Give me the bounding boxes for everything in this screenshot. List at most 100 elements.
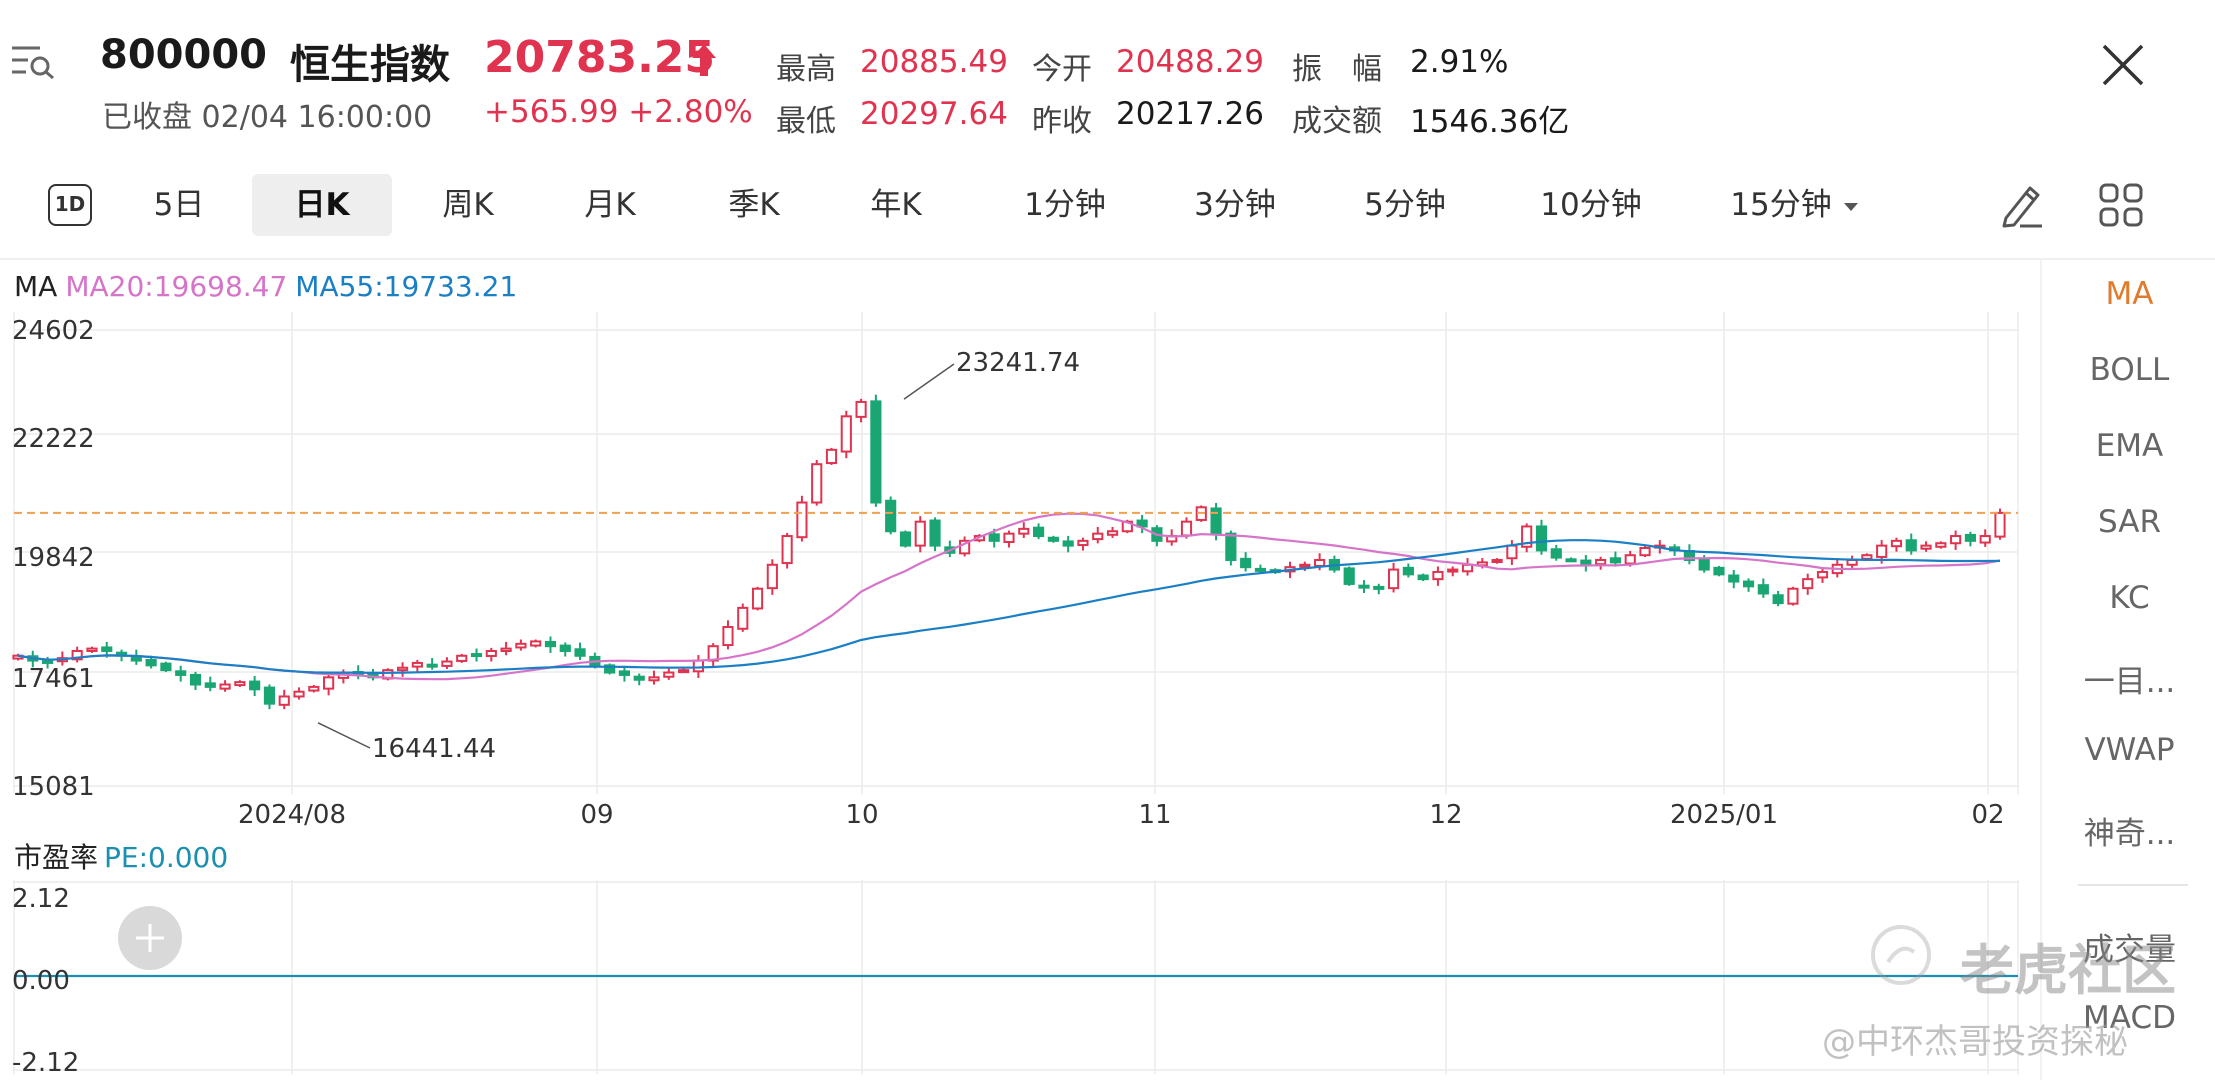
- indicator-ma[interactable]: MA: [2105, 276, 2154, 312]
- candle-body-up: [648, 676, 660, 682]
- indicator-kc[interactable]: KC: [2109, 580, 2150, 616]
- up-arrow-icon: [692, 44, 716, 76]
- tab-weekly-k[interactable]: 周K: [442, 187, 494, 223]
- candle-body-down: [1565, 558, 1577, 563]
- tab-1d[interactable]: 1D: [48, 184, 92, 226]
- candle-body-up: [1387, 568, 1400, 590]
- indicator-macd[interactable]: MACD: [2083, 1000, 2176, 1036]
- candle-body-up: [86, 647, 98, 652]
- candle-body-up: [396, 666, 409, 672]
- tab-yearly-k[interactable]: 年K: [870, 187, 922, 223]
- candle-body-up: [1180, 520, 1193, 537]
- candle-body-up: [840, 415, 852, 453]
- candle: [441, 657, 453, 670]
- candle-body-up: [751, 587, 764, 610]
- tab-daily-k[interactable]: 日K: [252, 174, 392, 236]
- candle: [1609, 551, 1622, 567]
- tab-monthly-k[interactable]: 月K: [584, 187, 636, 223]
- candle-body-up: [663, 671, 675, 678]
- x-tick-label: 12: [1429, 800, 1463, 830]
- grid-layout-icon[interactable]: [2098, 182, 2144, 228]
- candle: [249, 676, 261, 697]
- stock-code: 800000: [100, 32, 267, 78]
- tab-5min[interactable]: 5分钟: [1364, 187, 1446, 223]
- tab-3min[interactable]: 3分钟: [1194, 187, 1276, 223]
- candle: [885, 496, 897, 535]
- candle: [263, 684, 276, 710]
- candle: [1521, 523, 1533, 553]
- candle: [1920, 541, 1932, 552]
- indicator-ema[interactable]: EMA: [2095, 428, 2164, 464]
- candle-body-up: [500, 647, 512, 652]
- tab-5day[interactable]: 5日: [153, 187, 205, 223]
- indicator-volume[interactable]: 成交量: [2083, 932, 2176, 968]
- candle: [367, 668, 379, 681]
- candle: [663, 668, 675, 680]
- candle: [1772, 590, 1784, 607]
- close-icon[interactable]: [2098, 40, 2148, 90]
- stat-turnover-label: 成交额: [1292, 104, 1382, 139]
- candle: [1964, 531, 1977, 547]
- y-tick-label: 15081: [12, 772, 95, 802]
- candle-body-up: [278, 695, 290, 706]
- stat-high-value: 20885.49: [860, 44, 1008, 80]
- candle-body-down: [1402, 566, 1414, 576]
- candle: [1802, 573, 1814, 595]
- candle-body-down: [559, 644, 571, 652]
- candle: [1254, 564, 1267, 573]
- last-price: 20783.25: [484, 32, 716, 83]
- tab-1min[interactable]: 1分钟: [1024, 187, 1106, 223]
- candle-body-up: [959, 539, 971, 555]
- indicator-sar[interactable]: SAR: [2098, 504, 2161, 540]
- candle: [1683, 544, 1695, 565]
- candle: [500, 641, 512, 656]
- candle-body-down: [101, 646, 113, 652]
- candle-body-down: [633, 675, 645, 681]
- candle: [1106, 526, 1119, 538]
- kline-chart[interactable]: [0, 0, 2040, 1080]
- candle: [485, 647, 497, 662]
- candle-body-up: [293, 690, 305, 698]
- candle-body-up: [1092, 532, 1104, 541]
- ma55-legend: MA55:19733.21: [295, 270, 518, 303]
- tab-quarterly-k[interactable]: 季K: [728, 187, 780, 223]
- candle-body-up: [1920, 544, 1932, 550]
- ma55-line: [17, 539, 2001, 675]
- candle: [707, 643, 719, 667]
- candle-body-up: [722, 626, 734, 647]
- candle: [1136, 515, 1148, 534]
- pe-y-tick-label: 0.00: [12, 966, 70, 996]
- candle: [604, 663, 616, 675]
- candle: [1417, 573, 1429, 582]
- candle-body-up: [1314, 558, 1326, 567]
- candle: [1728, 569, 1740, 589]
- y-tick-label: 22222: [12, 424, 95, 454]
- tab-15min-dropdown[interactable]: 15分钟: [1704, 174, 1884, 236]
- candle-body-down: [1535, 525, 1548, 552]
- high-annotation-leader: [903, 363, 955, 400]
- indicator-vwap[interactable]: VWAP: [2084, 732, 2175, 768]
- indicator-ichimoku[interactable]: 一目...: [2083, 664, 2176, 700]
- indicator-boll[interactable]: BOLL: [2089, 352, 2170, 388]
- candle: [1373, 583, 1385, 595]
- indicator-magic[interactable]: 神奇...: [2083, 816, 2176, 852]
- tab-10min[interactable]: 10分钟: [1540, 187, 1642, 223]
- candle-body-down: [870, 400, 882, 504]
- candle-body-down: [189, 673, 202, 686]
- candle: [1846, 555, 1858, 568]
- candle-body-up: [796, 501, 808, 539]
- add-indicator-button[interactable]: [118, 906, 182, 970]
- candle-body-down: [263, 686, 276, 705]
- candle: [1447, 566, 1459, 577]
- candle: [426, 657, 438, 670]
- candle: [825, 447, 838, 465]
- pen-draw-icon[interactable]: [1998, 180, 2046, 230]
- candle: [1535, 519, 1548, 555]
- candle-body-up: [1624, 554, 1636, 565]
- candle-body-down: [1062, 540, 1074, 547]
- list-search-icon[interactable]: [10, 44, 56, 80]
- candle: [618, 665, 631, 682]
- candle-body-up: [515, 642, 527, 649]
- period-tabs: 1D 5日 日K 周K 月K 季K 年K 1分钟 3分钟 5分钟 10分钟 15…: [0, 168, 2215, 242]
- candle-body-up: [1461, 563, 1474, 573]
